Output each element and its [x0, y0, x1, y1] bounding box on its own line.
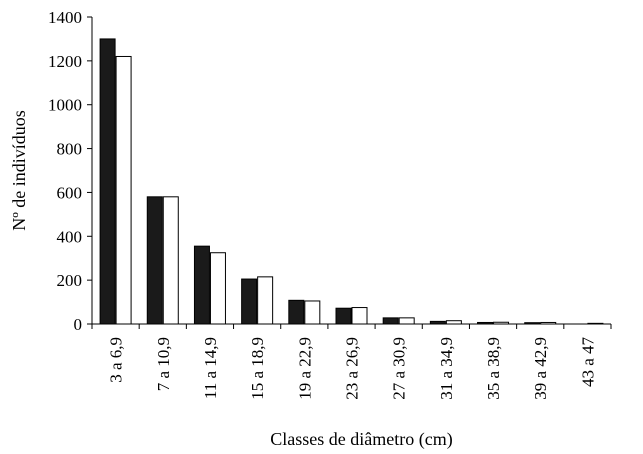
- bar-series-1-7: [383, 318, 398, 324]
- y-tick-label: 400: [57, 227, 83, 246]
- x-tick-label: 27 a 30,9: [390, 337, 409, 400]
- bar-series-2-6: [352, 308, 367, 324]
- y-tick-label: 0: [74, 315, 83, 334]
- y-tick-label: 1400: [48, 8, 82, 27]
- bar-series-2-5: [305, 301, 320, 324]
- bar-series-2-2: [163, 197, 178, 324]
- x-tick-label: 23 a 26,9: [343, 337, 362, 400]
- bar-series-2-3: [210, 253, 225, 324]
- bar-series-1-3: [194, 246, 209, 324]
- x-tick-label: 19 a 22,9: [295, 337, 314, 400]
- x-tick-label: 3 a 6,9: [107, 337, 126, 383]
- y-axis-title: Nº de indivíduos: [9, 110, 29, 231]
- bar-series-1-1: [100, 39, 115, 324]
- bar-series-1-6: [336, 308, 351, 324]
- x-tick-labels: 3 a 6,9 7 a 10,9 11 a 14,9 15 a 18,9 19 a 22…: [107, 337, 598, 400]
- bar-series-2-7: [399, 318, 414, 324]
- x-tick-label: 43 a 47: [578, 337, 597, 388]
- bars: [100, 39, 603, 324]
- x-tick-label: 11 a 14,9: [201, 337, 220, 399]
- y-tick-label: 1000: [48, 96, 82, 115]
- x-tick-label: 15 a 18,9: [248, 337, 267, 400]
- bar-series-1-2: [147, 197, 162, 324]
- y-tick-label: 200: [57, 271, 83, 290]
- x-tick-label: 31 a 34,9: [437, 337, 456, 400]
- y-tick-label: 1200: [48, 52, 82, 71]
- x-tick-label: 35 a 38,9: [484, 337, 503, 400]
- y-tick-labels: 0 200 400 600 800 1000 1200 1400: [48, 8, 82, 334]
- y-tick-label: 600: [57, 183, 83, 202]
- bar-series-1-4: [242, 279, 257, 324]
- x-tick-label: 39 a 42,9: [531, 337, 550, 400]
- bar-series-2-4: [258, 277, 273, 324]
- x-tick-label: 7 a 10,9: [154, 337, 173, 391]
- y-tick-label: 800: [57, 140, 83, 159]
- bar-series-1-5: [289, 300, 304, 324]
- bar-series-2-1: [116, 56, 131, 324]
- x-axis-title: Classes de diâmetro (cm): [270, 429, 452, 450]
